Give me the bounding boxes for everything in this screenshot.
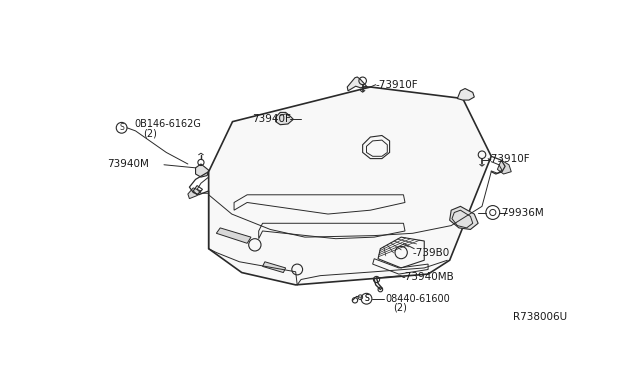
Text: 73940M: 73940M (107, 159, 149, 169)
Polygon shape (196, 164, 209, 177)
Polygon shape (497, 160, 511, 174)
Text: -79936M: -79936M (499, 208, 545, 218)
Text: -73910F: -73910F (488, 154, 530, 164)
Polygon shape (262, 262, 285, 273)
Text: -73910F: -73910F (376, 80, 419, 90)
Text: R738006U: R738006U (513, 312, 567, 322)
Text: 0B146-6162G: 0B146-6162G (134, 119, 201, 129)
Polygon shape (209, 87, 492, 285)
Text: -73940MB: -73940MB (401, 272, 454, 282)
Text: S: S (364, 294, 369, 303)
Text: -739B0: -739B0 (413, 247, 450, 257)
Polygon shape (450, 206, 478, 230)
Polygon shape (458, 89, 474, 100)
Polygon shape (216, 228, 251, 243)
Polygon shape (276, 112, 293, 125)
Polygon shape (188, 188, 201, 199)
Text: (2): (2) (394, 303, 407, 313)
Text: 08440-61600: 08440-61600 (386, 294, 451, 304)
Text: S: S (364, 294, 369, 303)
Polygon shape (348, 77, 367, 91)
Text: S: S (119, 123, 124, 132)
Text: (2): (2) (143, 128, 157, 138)
Text: 73940F: 73940F (253, 114, 291, 124)
